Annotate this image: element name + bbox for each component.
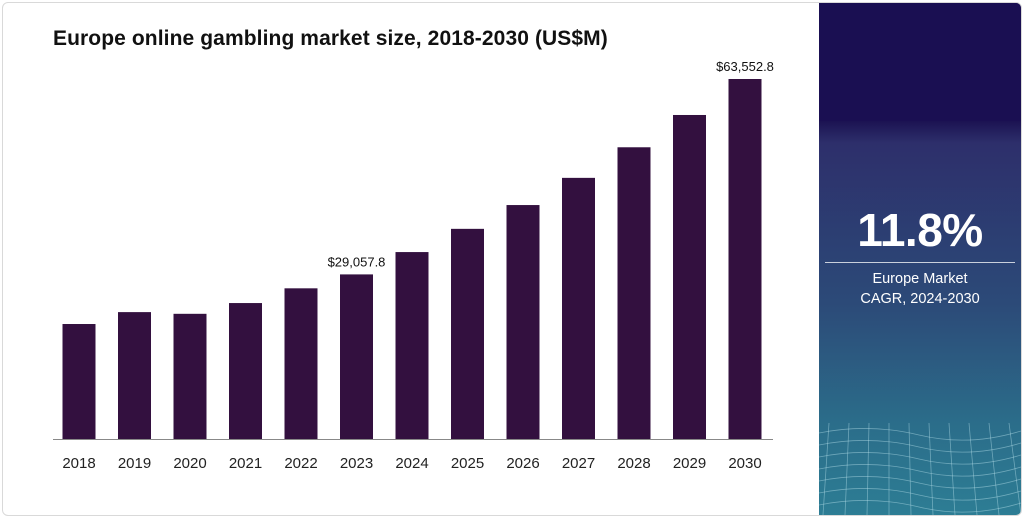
x-tick-label: 2020 <box>173 455 206 472</box>
x-tick-label: 2025 <box>451 455 484 472</box>
cagr-label-line1: Europe Market <box>872 271 968 287</box>
x-tick-label: 2030 <box>728 455 761 472</box>
x-tick-label: 2029 <box>673 455 706 472</box>
data-label: $63,552.8 <box>716 59 774 74</box>
bar <box>506 205 540 439</box>
cagr-label-line2: CAGR, 2024-2030 <box>860 291 980 307</box>
x-tick-label: 2019 <box>118 455 151 472</box>
x-tick-label: 2023 <box>340 455 373 472</box>
x-tick-label: 2028 <box>617 455 650 472</box>
panel-header-block <box>819 3 1021 121</box>
x-tick-label: 2022 <box>284 455 317 472</box>
bar <box>340 274 373 439</box>
bar-chart: 2018 2019 2020 2021 2022 2023 $29,057.8 2024 202… <box>53 59 774 472</box>
bar <box>562 177 595 440</box>
bar <box>728 79 762 439</box>
x-tick-label: 2026 <box>506 455 539 472</box>
bar <box>451 228 484 439</box>
x-tick-label: 2018 <box>62 455 95 472</box>
bar <box>284 288 318 439</box>
data-label: $29,057.8 <box>328 254 386 269</box>
x-tick-label: 2021 <box>229 455 262 472</box>
chart-title: Europe online gambling market size, 2018… <box>53 27 608 50</box>
cagr-panel: 11.8% Europe Market CAGR, 2024-2030 <box>819 3 1021 515</box>
bar <box>62 324 96 439</box>
bar <box>118 312 151 439</box>
bar <box>229 303 262 439</box>
cagr-label: Europe Market CAGR, 2024-2030 <box>819 269 1021 309</box>
bar <box>617 147 651 440</box>
wave-grid-icon <box>819 423 1021 515</box>
x-tick-label: 2027 <box>562 455 595 472</box>
cagr-value: 11.8% <box>857 204 983 256</box>
cagr-divider <box>825 262 1015 263</box>
bar <box>395 252 429 439</box>
x-tick-label: 2024 <box>395 455 428 472</box>
bar <box>173 313 207 439</box>
bar <box>673 114 706 439</box>
